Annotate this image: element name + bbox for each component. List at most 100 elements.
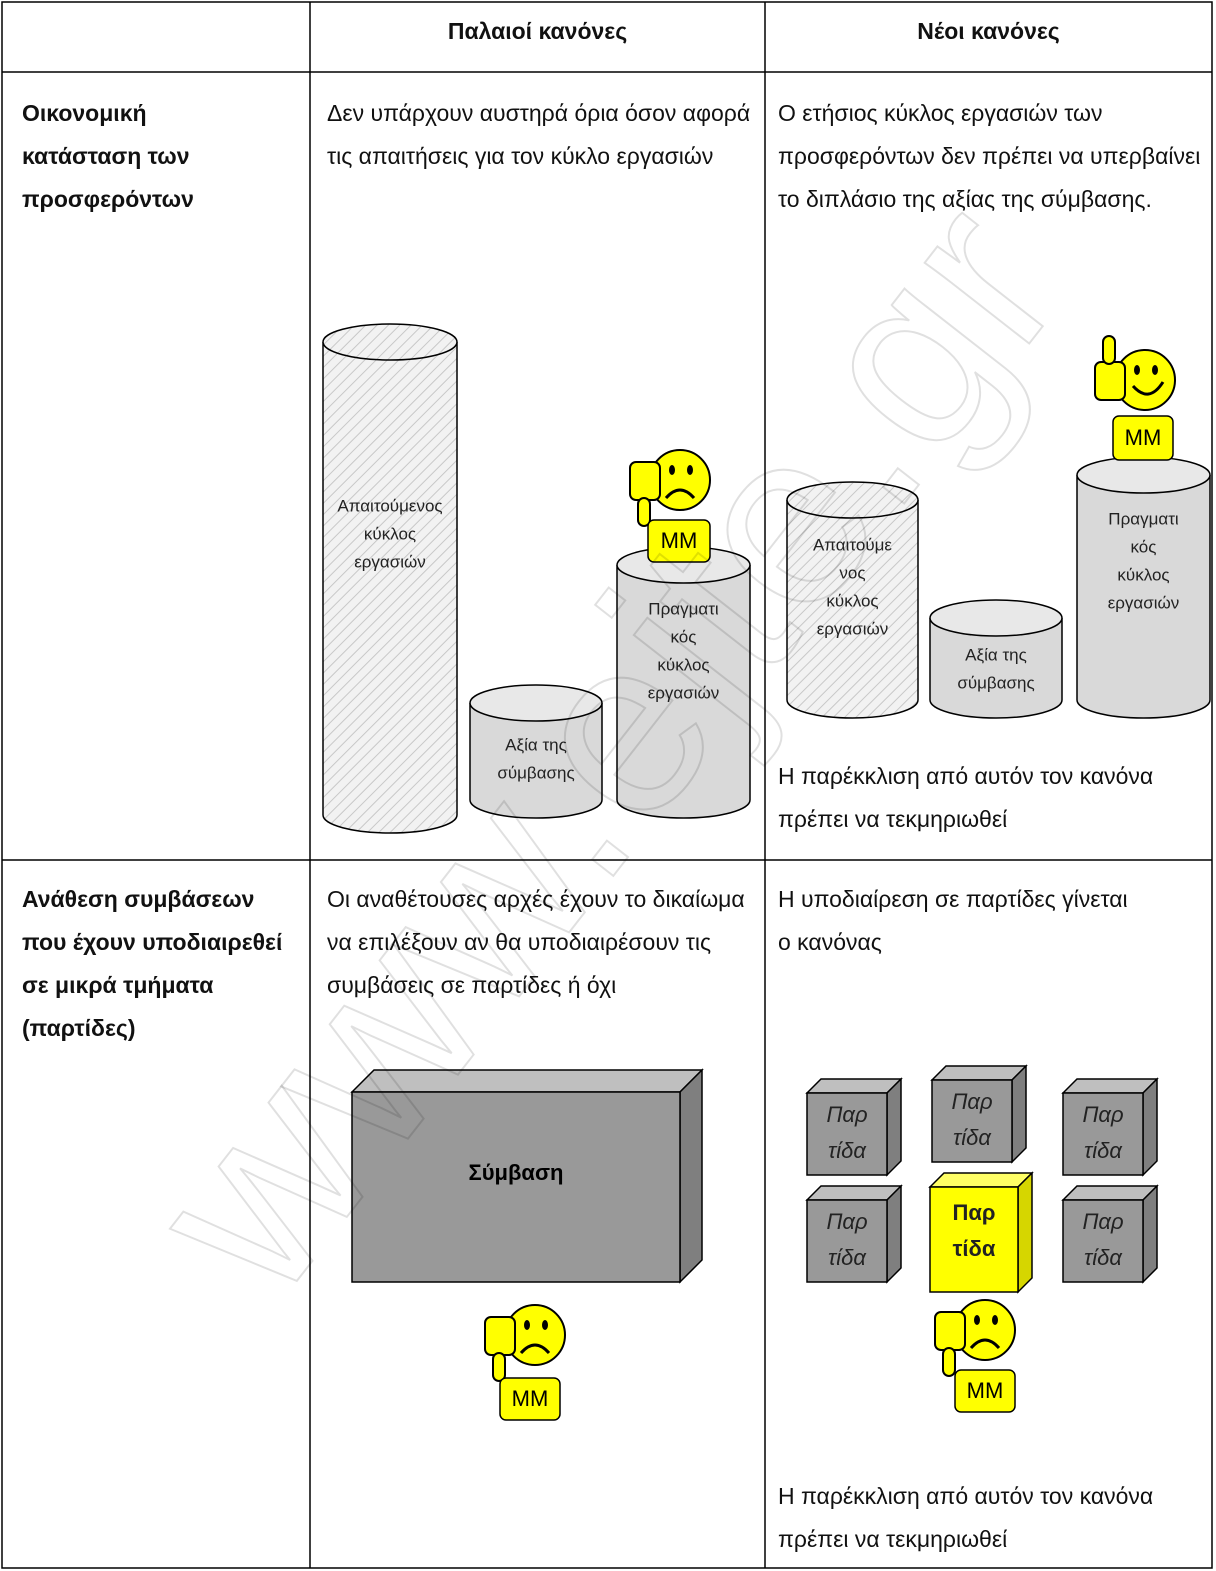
box-top bbox=[805, 1078, 903, 1094]
cylinder bbox=[616, 565, 751, 819]
diagram-label: κύκλος bbox=[826, 591, 878, 610]
box-side bbox=[679, 1068, 703, 1284]
diagram-label: Παρ bbox=[952, 1200, 995, 1225]
diagram-label: εργασιών bbox=[354, 552, 426, 571]
badge bbox=[499, 1377, 561, 1421]
box-front bbox=[806, 1199, 888, 1283]
cylinder bbox=[786, 500, 919, 719]
diagram-label: τίδα bbox=[828, 1138, 867, 1163]
diagram-label: Απαιτούμε bbox=[813, 535, 892, 554]
thumb bbox=[492, 1352, 506, 1382]
row-label: Ανάθεση συμβάσεων που έχουν υποδιαιρεθεί… bbox=[22, 886, 283, 1041]
diagram-label: εργασιών bbox=[817, 619, 889, 638]
diagram-label: Αξία της bbox=[965, 645, 1027, 664]
cylinder bbox=[1076, 475, 1211, 719]
diagram-label: Παρ bbox=[1082, 1102, 1123, 1127]
smiley-mouth bbox=[1131, 381, 1165, 396]
contract-label: Σύμβαση bbox=[469, 1160, 564, 1185]
box-top bbox=[1061, 1078, 1159, 1094]
smiley-mouth bbox=[664, 488, 696, 500]
thumb bbox=[1102, 335, 1116, 365]
diagram-label: εργασιών bbox=[1108, 593, 1180, 612]
box-top bbox=[1061, 1185, 1159, 1201]
box-side bbox=[886, 1077, 902, 1177]
row-label: Οικονομική κατάσταση των προσφερόντων bbox=[22, 100, 194, 212]
box-side bbox=[1011, 1064, 1027, 1164]
badge-label: MM bbox=[512, 1386, 549, 1411]
diagram-label: κύκλος bbox=[1117, 565, 1169, 584]
old-rule: Οι αναθέτουσες αρχές έχουν το δικαίωμα ν… bbox=[327, 886, 745, 998]
box-front bbox=[806, 1092, 888, 1176]
cylinder-top bbox=[786, 481, 919, 519]
diagram-label: κύκλος bbox=[364, 524, 416, 543]
smiley-eye bbox=[992, 1315, 998, 1325]
new-note: Η παρέκκλιση από αυτόν τον κανόνα πρέπει… bbox=[778, 763, 1154, 832]
diagram-label: κύκλος bbox=[657, 655, 709, 674]
header-new: Νέοι κανόνες bbox=[917, 18, 1060, 44]
diagram-label: κός bbox=[1131, 537, 1157, 556]
diagram-label: εργασιών bbox=[648, 683, 720, 702]
diagram-label: Παρ bbox=[951, 1089, 992, 1114]
diagram-label: τίδα bbox=[953, 1236, 996, 1261]
diagram-label: Παρ bbox=[826, 1102, 867, 1127]
diagram-label: Πραγματι bbox=[1108, 509, 1179, 528]
box-top bbox=[928, 1172, 1034, 1188]
diagram-label: σύμβασης bbox=[497, 763, 574, 782]
diagram-label: Απαιτούμενος bbox=[337, 496, 442, 515]
badge-label: MM bbox=[1125, 425, 1162, 450]
cylinder bbox=[469, 703, 603, 819]
diagram-label: σύμβασης bbox=[957, 673, 1034, 692]
new-rule: Ο ετήσιος κύκλος εργασιών των προσφερόντ… bbox=[778, 100, 1201, 212]
badge bbox=[954, 1369, 1016, 1413]
old-rule: Δεν υπάρχουν αυστηρά όρια όσον αφορά τις… bbox=[327, 100, 751, 169]
box-side bbox=[886, 1184, 902, 1284]
box-top bbox=[805, 1185, 903, 1201]
diagram-label: Παρ bbox=[1082, 1209, 1123, 1234]
cylinder-top bbox=[929, 599, 1063, 637]
cylinder bbox=[322, 342, 458, 834]
box-front bbox=[1062, 1199, 1144, 1283]
box-front bbox=[1062, 1092, 1144, 1176]
cylinder-top bbox=[469, 684, 603, 722]
smiley-mouth bbox=[519, 1343, 551, 1355]
thumb-hand bbox=[1094, 361, 1126, 401]
thumb bbox=[942, 1347, 956, 1377]
badge bbox=[647, 519, 711, 563]
diagram-label: κός bbox=[671, 627, 697, 646]
smiley-mouth bbox=[969, 1338, 1001, 1350]
badge-label: MM bbox=[967, 1378, 1004, 1403]
box-side bbox=[1142, 1184, 1158, 1284]
smiley-eye bbox=[974, 1315, 980, 1325]
diagram-label: Αξία της bbox=[505, 735, 567, 754]
badge bbox=[1112, 415, 1174, 461]
smiley-eye bbox=[669, 465, 675, 475]
thumb-hand bbox=[484, 1316, 516, 1356]
diagram-label: Παρ bbox=[826, 1209, 867, 1234]
thumb bbox=[637, 497, 651, 527]
new-rule: Η υποδιαίρεση σε παρτίδες γίνεται ο κανό… bbox=[778, 886, 1128, 955]
smiley-eye bbox=[542, 1320, 548, 1330]
diagram-label: νος bbox=[839, 563, 865, 582]
new-note: Η παρέκκλιση από αυτόν τον κανόνα πρέπει… bbox=[778, 1483, 1154, 1552]
smiley-eye bbox=[1152, 365, 1158, 375]
diagram-label: τίδα bbox=[953, 1125, 992, 1150]
thumb-hand bbox=[934, 1311, 966, 1351]
cylinder-top bbox=[322, 323, 458, 361]
box-front bbox=[929, 1186, 1019, 1293]
box-side bbox=[1142, 1077, 1158, 1177]
cylinder bbox=[929, 618, 1063, 719]
smiley-eye bbox=[524, 1320, 530, 1330]
box-side bbox=[1017, 1171, 1033, 1294]
box-top bbox=[930, 1065, 1028, 1081]
diagram-label: Πραγματι bbox=[648, 599, 719, 618]
badge-label: MM bbox=[661, 528, 698, 553]
header-old: Παλαιοί κανόνες bbox=[447, 18, 628, 44]
smiley-eye bbox=[687, 465, 693, 475]
cylinder-top bbox=[1076, 456, 1211, 494]
diagram-label: τίδα bbox=[1084, 1138, 1123, 1163]
smiley-eye bbox=[1134, 365, 1140, 375]
box-front bbox=[351, 1091, 681, 1283]
